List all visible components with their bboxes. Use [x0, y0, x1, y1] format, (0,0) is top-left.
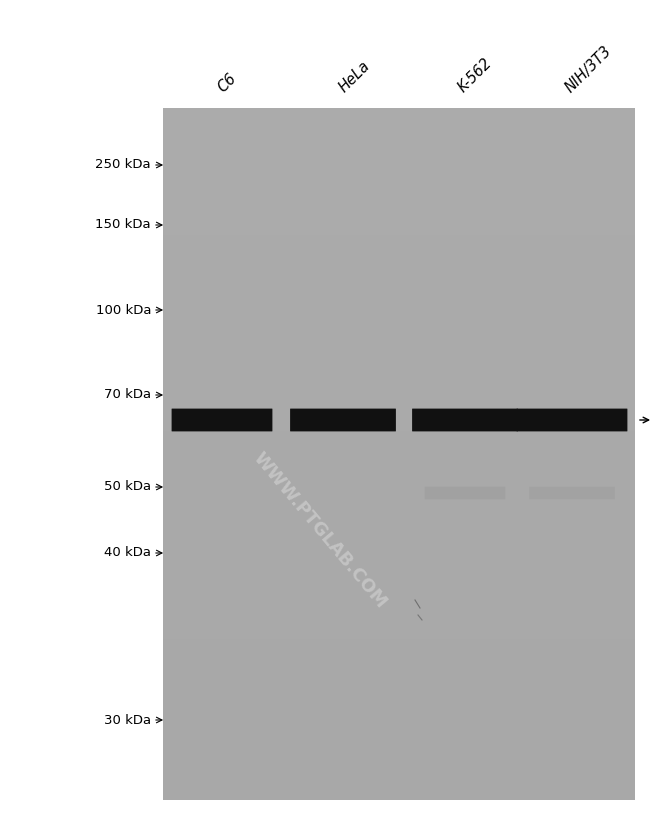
Bar [163, 223, 635, 235]
Bar [163, 246, 635, 258]
Text: 250 kDa: 250 kDa [96, 159, 151, 171]
Text: 150 kDa: 150 kDa [96, 218, 151, 232]
FancyBboxPatch shape [172, 409, 272, 432]
Text: 40 kDa: 40 kDa [104, 547, 151, 560]
Bar [163, 489, 635, 500]
Bar [163, 304, 635, 316]
Bar [163, 615, 635, 627]
Bar [163, 466, 635, 477]
Bar [163, 212, 635, 223]
Bar [163, 477, 635, 489]
Bar [163, 743, 635, 754]
Bar [163, 108, 635, 800]
Bar [163, 523, 635, 535]
Bar [163, 708, 635, 719]
Bar [163, 396, 635, 408]
Bar [163, 131, 635, 142]
Bar [163, 373, 635, 385]
Bar [163, 581, 635, 592]
Text: 70 kDa: 70 kDa [104, 389, 151, 401]
Bar [163, 754, 635, 766]
Bar [163, 557, 635, 569]
Bar [163, 270, 635, 281]
FancyBboxPatch shape [424, 487, 505, 500]
Bar [163, 235, 635, 246]
Bar [163, 500, 635, 512]
Bar [163, 361, 635, 373]
Bar [163, 408, 635, 419]
Text: 50 kDa: 50 kDa [104, 480, 151, 494]
Bar [163, 719, 635, 731]
Bar [163, 638, 635, 650]
Text: K-562: K-562 [455, 55, 495, 95]
Bar [163, 650, 635, 662]
Bar [163, 108, 635, 120]
Bar [163, 442, 635, 454]
Bar [163, 316, 635, 327]
Bar [163, 165, 635, 177]
FancyBboxPatch shape [412, 409, 518, 432]
Bar [163, 339, 635, 350]
Bar [163, 512, 635, 523]
Bar [163, 592, 635, 604]
Text: WWW.PTGLAB.COM: WWW.PTGLAB.COM [250, 448, 391, 611]
Bar [163, 142, 635, 154]
Bar [163, 673, 635, 685]
Bar [163, 258, 635, 270]
Bar [163, 189, 635, 200]
Bar [163, 454, 635, 466]
Text: 100 kDa: 100 kDa [96, 304, 151, 317]
Bar [163, 627, 635, 638]
Bar [163, 419, 635, 431]
Bar [163, 281, 635, 293]
Bar [163, 685, 635, 696]
Bar [163, 120, 635, 131]
Text: 30 kDa: 30 kDa [104, 714, 151, 726]
Bar [163, 569, 635, 581]
Bar [163, 788, 635, 800]
Bar [163, 177, 635, 189]
FancyBboxPatch shape [290, 409, 396, 432]
Bar [163, 385, 635, 396]
Bar [163, 350, 635, 361]
Bar [163, 327, 635, 339]
FancyBboxPatch shape [529, 487, 615, 500]
Bar [163, 766, 635, 777]
Bar [163, 200, 635, 212]
Bar [163, 293, 635, 304]
Bar [163, 696, 635, 708]
Text: NIH/3T3: NIH/3T3 [562, 43, 614, 95]
Bar [163, 777, 635, 788]
Bar [163, 154, 635, 165]
Bar [163, 604, 635, 615]
Bar [163, 662, 635, 673]
Text: C6: C6 [215, 70, 239, 95]
Bar [163, 535, 635, 547]
Bar [163, 547, 635, 557]
Text: HeLa: HeLa [336, 58, 373, 95]
Bar [163, 731, 635, 743]
FancyBboxPatch shape [517, 409, 627, 432]
Bar [163, 431, 635, 442]
